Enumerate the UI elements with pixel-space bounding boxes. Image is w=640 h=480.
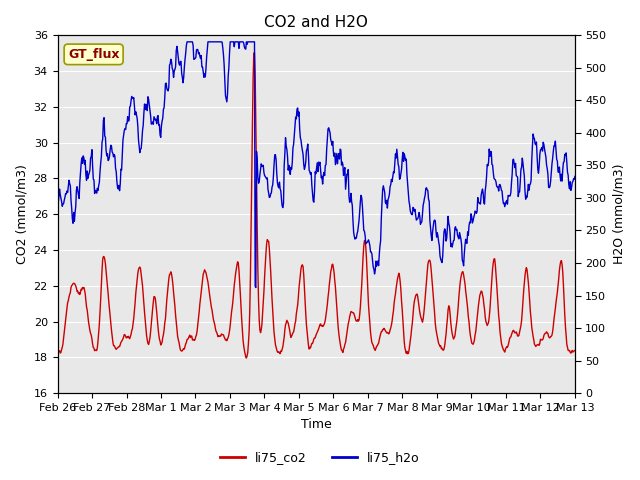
li75_co2 [571,348,579,353]
Text: GT_flux: GT_flux [68,48,120,61]
li75_co2 [54,348,61,354]
li75_co2 [243,355,250,361]
li75_h2o [183,39,191,45]
Line: li75_co2: li75_co2 [58,52,575,358]
Title: CO2 and H2O: CO2 and H2O [264,15,368,30]
li75_h2o [400,158,408,164]
li75_co2 [251,49,259,55]
li75_h2o [371,271,378,277]
li75_co2 [235,268,243,274]
li75_co2 [256,327,264,333]
li75_co2 [209,316,217,322]
li75_h2o [256,172,264,178]
Line: li75_h2o: li75_h2o [58,42,575,288]
li75_co2 [371,347,378,352]
X-axis label: Time: Time [301,419,332,432]
Y-axis label: H2O (mmol/m3): H2O (mmol/m3) [612,164,625,264]
li75_h2o [236,39,243,45]
Y-axis label: CO2 (mmol/m3): CO2 (mmol/m3) [15,164,28,264]
li75_h2o [54,208,61,214]
li75_co2 [115,344,122,350]
li75_h2o [115,186,122,192]
li75_co2 [400,330,408,336]
li75_h2o [252,285,260,290]
li75_h2o [210,39,218,45]
li75_h2o [571,173,579,179]
Legend: li75_co2, li75_h2o: li75_co2, li75_h2o [215,446,425,469]
